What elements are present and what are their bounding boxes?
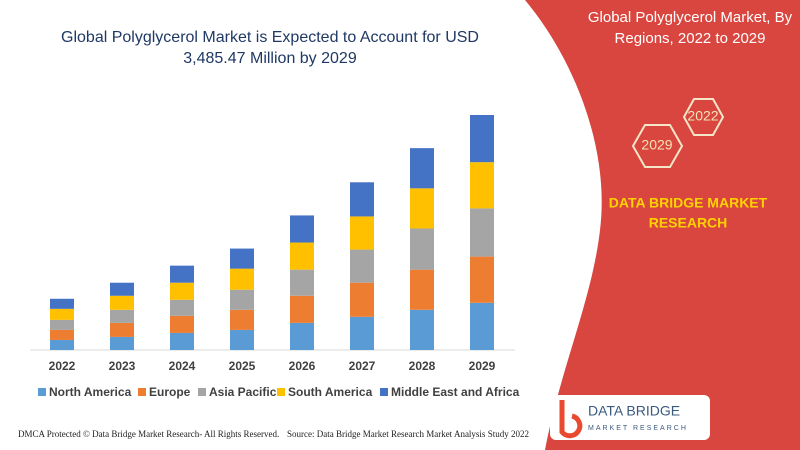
bar-segment: [230, 329, 254, 350]
x-tick-label: 2026: [289, 359, 316, 373]
bar-segment: [350, 249, 374, 283]
logo-box: [550, 395, 710, 440]
bar-segment: [170, 299, 194, 316]
footer-left: DMCA Protected © Data Bridge Market Rese…: [18, 429, 279, 439]
bar-segment: [110, 282, 134, 296]
legend-label: Middle East and Africa: [391, 385, 520, 399]
bar-segment: [110, 295, 134, 310]
bar-segment: [350, 182, 374, 217]
logo-subtext: MARKET RESEARCH: [588, 425, 688, 432]
legend-label: North America: [49, 385, 132, 399]
bar-segment: [350, 316, 374, 350]
brand-text: RESEARCH: [649, 215, 728, 231]
chart-title: 3,485.47 Million by 2029: [183, 50, 357, 67]
bar-segment: [170, 315, 194, 333]
red-panel: [525, 0, 800, 450]
bar-segment: [410, 148, 434, 189]
bar-segment: [50, 339, 74, 350]
hexagon: [682, 98, 725, 136]
legend-swatch: [380, 388, 388, 396]
bar-segment: [230, 248, 254, 269]
logo-icon: [559, 400, 583, 439]
bar-segment: [350, 282, 374, 317]
chart-title: Global Polyglycerol Market is Expected t…: [61, 29, 479, 46]
x-tick-label: 2027: [349, 359, 376, 373]
panel-title: Regions, 2022 to 2029: [615, 30, 766, 47]
brand-text: DATA BRIDGE MARKET: [609, 195, 768, 211]
logo-text: DATA BRIDGE: [588, 403, 680, 419]
bar-segment: [50, 298, 74, 309]
legend-label: Asia Pacific: [209, 385, 277, 399]
bar-segment: [470, 115, 494, 163]
bar-segment: [470, 302, 494, 350]
bar-segment: [290, 295, 314, 323]
bar-segment: [290, 215, 314, 243]
bar-segment: [410, 188, 434, 229]
bar-segment: [290, 269, 314, 296]
legend-swatch: [198, 388, 206, 396]
legend-swatch: [138, 388, 146, 396]
bar-segment: [50, 329, 74, 340]
bar-segment: [50, 308, 74, 320]
bar-segment: [170, 282, 194, 300]
bar-segment: [110, 309, 134, 323]
legend-label: South America: [288, 385, 373, 399]
bar-segment: [290, 242, 314, 270]
bar-segment: [470, 256, 494, 303]
hexagon: [631, 124, 684, 168]
x-tick-label: 2025: [229, 359, 256, 373]
bar-segment: [170, 265, 194, 283]
bar-segment: [350, 216, 374, 250]
bar-segment: [50, 319, 74, 330]
bar-segment: [230, 309, 254, 330]
bar-segment: [230, 289, 254, 310]
footer-right: Source: Data Bridge Market Research Mark…: [287, 429, 529, 439]
x-tick-label: 2028: [409, 359, 436, 373]
bar-segment: [410, 309, 434, 350]
x-tick-label: 2022: [49, 359, 76, 373]
legend-swatch: [38, 388, 46, 396]
bar-segment: [470, 208, 494, 257]
x-tick-label: 2023: [109, 359, 136, 373]
x-tick-label: 2024: [169, 359, 196, 373]
bar-segment: [410, 269, 434, 310]
hexagon-label: 2029: [641, 137, 672, 153]
bar-segment: [170, 332, 194, 350]
legend-label: Europe: [149, 385, 191, 399]
bar-segment: [230, 268, 254, 290]
panel-title: Global Polyglycerol Market, By: [588, 9, 793, 26]
bar-segment: [470, 162, 494, 209]
x-tick-label: 2029: [469, 359, 496, 373]
bar-segment: [290, 322, 314, 350]
hexagon-label: 2022: [687, 108, 718, 124]
bar-segment: [410, 228, 434, 270]
bar-segment: [110, 336, 134, 350]
bar-segment: [110, 322, 134, 337]
legend-swatch: [277, 388, 285, 396]
